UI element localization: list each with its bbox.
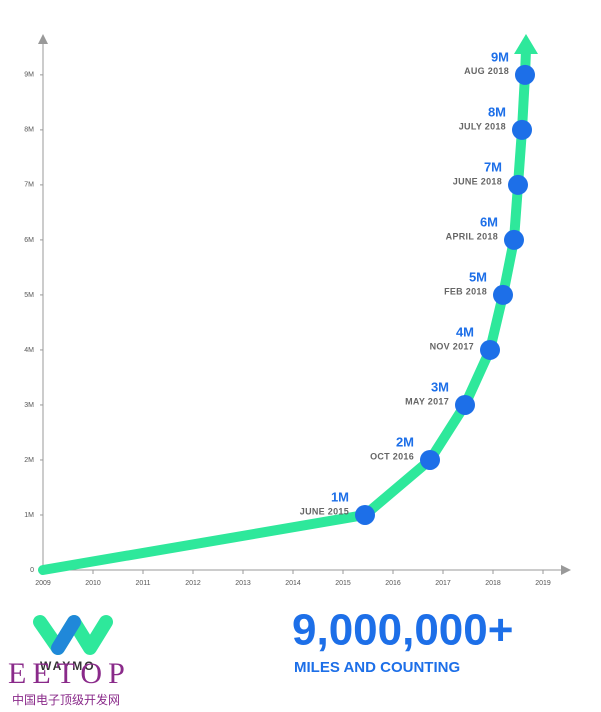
headline: 9,000,000+ <box>292 606 513 655</box>
value-label: 3M <box>431 379 449 394</box>
date-label: JULY 2018 <box>459 121 506 131</box>
value-label: 1M <box>331 489 349 504</box>
subhead: MILES AND COUNTING <box>294 659 460 676</box>
x-tick-label: 2019 <box>535 580 551 587</box>
x-tick-label: 2009 <box>35 580 51 587</box>
value-label: 9M <box>491 49 509 64</box>
x-tick-label: 2011 <box>135 580 150 587</box>
milestone-marker <box>355 504 375 525</box>
line-arrowhead <box>514 34 538 54</box>
y-tick-label: 6M <box>24 237 34 244</box>
date-label: JUNE 2018 <box>453 176 502 186</box>
logo-text: WAYMO <box>40 659 96 673</box>
line <box>38 69 530 575</box>
y-tick-label: 9M <box>24 72 34 79</box>
x-tick-label: 2016 <box>385 580 401 587</box>
watermark: EETOP <box>8 657 131 690</box>
date-label: APRIL 2018 <box>446 231 498 241</box>
watermark-sub: 中国电子顶级开发网 <box>12 692 120 707</box>
y-tick-label: 2M <box>24 457 34 464</box>
y-tick-label: 5M <box>24 292 34 299</box>
milestone-marker <box>455 394 475 415</box>
value-label: 7M <box>484 159 502 174</box>
date-label: OCT 2016 <box>370 451 414 461</box>
value-label: 8M <box>488 104 506 119</box>
y-tick-label: 0 <box>30 567 34 574</box>
x-tick-label: 2014 <box>285 580 301 587</box>
milestone-marker <box>512 119 532 140</box>
waymo-logo <box>33 615 113 655</box>
x-axis-arrow <box>561 565 571 575</box>
milestone-marker <box>493 284 513 305</box>
date-label: FEB 2018 <box>444 286 487 296</box>
milestone-marker <box>420 449 440 470</box>
value-label: 6M <box>480 214 498 229</box>
date-label: NOV 2017 <box>430 341 474 351</box>
x-tick-label: 2018 <box>485 580 501 587</box>
y-tick-label: 3M <box>24 402 34 409</box>
value-label: 4M <box>456 324 474 339</box>
x-tick-label: 2013 <box>235 580 251 587</box>
date-label: MAY 2017 <box>405 396 449 406</box>
x-tick-label: 2015 <box>335 580 351 587</box>
milestone-marker <box>504 229 524 250</box>
milestone-marker <box>515 64 535 85</box>
y-tick-label: 4M <box>24 347 34 354</box>
x-tick-label: 2010 <box>85 580 101 587</box>
milestone-marker <box>508 174 528 195</box>
date-label: AUG 2018 <box>464 66 509 76</box>
y-tick-label: 8M <box>24 127 34 134</box>
y-axis-arrow <box>38 34 48 44</box>
y-tick-label: 7M <box>24 182 34 189</box>
value-label: 2M <box>396 434 414 449</box>
y-tick-label: 1M <box>24 512 34 519</box>
x-tick-label: 2012 <box>185 580 201 587</box>
milestone-marker <box>480 339 500 360</box>
x-tick-label: 2017 <box>435 580 451 587</box>
value-label: 5M <box>469 269 487 284</box>
date-label: JUNE 2015 <box>300 506 349 516</box>
